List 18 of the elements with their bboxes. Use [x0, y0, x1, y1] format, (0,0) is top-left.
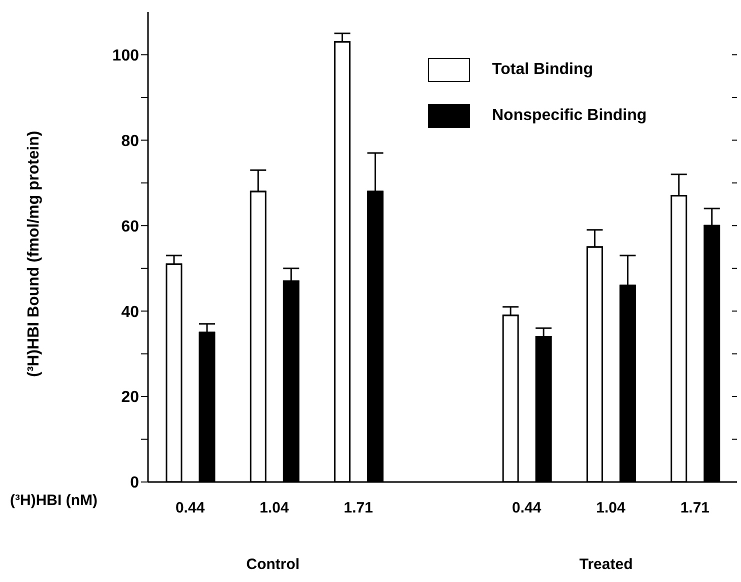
y-tick-label: 60: [121, 218, 140, 236]
x-tick-label: 1.04: [596, 500, 626, 517]
x-tick-label: 1.04: [260, 500, 290, 517]
legend-label: Total Binding: [492, 61, 594, 79]
y-tick-label: 40: [121, 304, 140, 321]
text: Treated: [578, 556, 634, 573]
y-tick-label: 0: [130, 474, 140, 492]
x-tick-label: 0.44: [175, 500, 206, 517]
x-tick-label: 0.44: [512, 500, 542, 517]
x-tick-label: 1.71: [344, 500, 373, 517]
x-tick-label: 1.71: [680, 500, 710, 517]
legend-label: Nonspecific Binding: [492, 107, 647, 125]
x-axis-title: (³H)HBI (nM): [10, 492, 98, 509]
y-tick-label: 100: [112, 47, 140, 64]
y-tick-label: 80: [121, 132, 140, 150]
y-tick-label: 20: [121, 389, 140, 406]
text: Control: [245, 556, 301, 573]
y-axis-title: (³H)HBI Bound (fmol/mg protein): [26, 130, 43, 377]
